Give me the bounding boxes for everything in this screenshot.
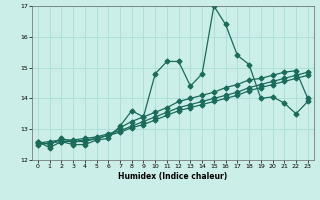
X-axis label: Humidex (Indice chaleur): Humidex (Indice chaleur) — [118, 172, 228, 181]
